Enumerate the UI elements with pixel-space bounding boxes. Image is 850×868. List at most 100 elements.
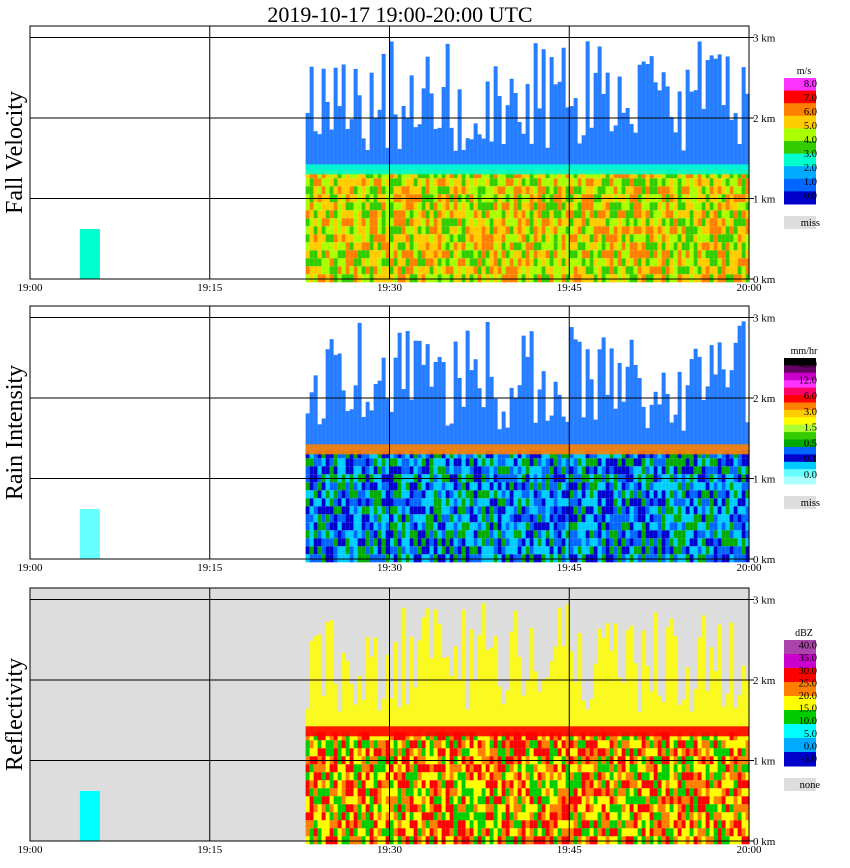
echo-cell <box>553 218 558 227</box>
echo-column-upper <box>345 410 350 451</box>
echo-cell <box>745 466 750 475</box>
echo-column-upper <box>613 408 618 451</box>
echo-cell <box>557 748 562 757</box>
echo-cell <box>441 554 446 563</box>
echo-cell <box>381 820 386 829</box>
echo-cell <box>385 546 390 555</box>
echo-cell <box>613 764 618 773</box>
echo-cell <box>529 274 534 283</box>
echo-cell <box>385 482 390 491</box>
echo-cell <box>665 836 670 845</box>
echo-cell <box>389 482 394 491</box>
echo-cell <box>385 202 390 211</box>
echo-cell <box>485 242 490 251</box>
echo-cell <box>741 490 746 499</box>
echo-cell <box>689 274 694 283</box>
echo-cell <box>597 250 602 259</box>
echo-cell <box>381 498 386 507</box>
echo-cell <box>421 812 426 821</box>
echo-column-upper <box>613 623 618 733</box>
echo-cell <box>541 828 546 837</box>
echo-cell <box>389 538 394 547</box>
echo-cell <box>501 748 506 757</box>
echo-cell <box>737 178 742 187</box>
y-axis-label: Fall Velocity <box>2 91 28 214</box>
echo-cell <box>621 538 626 547</box>
echo-cell <box>373 258 378 267</box>
echo-cell <box>481 186 486 195</box>
echo-cell <box>405 554 410 563</box>
echo-cell <box>557 466 562 475</box>
echo-cell <box>673 202 678 211</box>
echo-cell <box>725 210 730 219</box>
echo-cell <box>621 788 626 797</box>
echo-cell <box>493 266 498 275</box>
echo-cell <box>345 514 350 523</box>
echo-cell <box>433 796 438 805</box>
echo-cell <box>621 820 626 829</box>
echo-cell <box>569 506 574 515</box>
echo-cell <box>349 804 354 813</box>
echo-cell <box>481 772 486 781</box>
echo-cell <box>637 458 642 467</box>
echo-cell <box>677 250 682 259</box>
echo-cell <box>373 482 378 491</box>
echo-cell <box>333 764 338 773</box>
echo-cell <box>581 210 586 219</box>
echo-cell <box>705 482 710 491</box>
echo-cell <box>321 490 326 499</box>
echo-cell <box>593 780 598 789</box>
echo-cell <box>521 764 526 773</box>
echo-cell <box>593 804 598 813</box>
echo-column-upper <box>589 698 594 733</box>
echo-cell <box>409 186 414 195</box>
echo-cell <box>333 820 338 829</box>
echo-cell <box>729 234 734 243</box>
echo-cell <box>453 514 458 523</box>
echo-cell <box>557 530 562 539</box>
echo-cell <box>665 234 670 243</box>
echo-cell <box>377 498 382 507</box>
echo-cell <box>713 780 718 789</box>
echo-cell <box>437 226 442 235</box>
echo-column-upper <box>713 670 718 733</box>
echo-cell <box>529 796 534 805</box>
echo-column-upper <box>645 428 650 451</box>
echo-column-upper <box>557 81 562 171</box>
echo-cell <box>565 740 570 749</box>
echo-cell <box>461 788 466 797</box>
echo-cell <box>429 804 434 813</box>
echo-cell <box>673 490 678 499</box>
echo-cell <box>617 546 622 555</box>
echo-cell <box>593 514 598 523</box>
echo-cell <box>621 546 626 555</box>
echo-cell <box>493 242 498 251</box>
echo-cell <box>485 812 490 821</box>
echo-cell <box>421 258 426 267</box>
echo-cell <box>633 522 638 531</box>
colorbar-missing-label: miss <box>801 218 820 229</box>
echo-cell <box>529 748 534 757</box>
echo-cell <box>705 186 710 195</box>
echo-cell <box>581 812 586 821</box>
echo-cell <box>421 796 426 805</box>
echo-cell <box>533 498 538 507</box>
echo-cell <box>493 226 498 235</box>
echo-cell <box>433 546 438 555</box>
echo-column-upper <box>481 138 486 171</box>
echo-cell <box>509 764 514 773</box>
echo-cell <box>433 226 438 235</box>
echo-cell <box>429 250 434 259</box>
echo-cell <box>677 226 682 235</box>
echo-cell <box>509 218 514 227</box>
echo-cell <box>573 812 578 821</box>
echo-cell <box>525 514 530 523</box>
echo-cell <box>641 836 646 845</box>
echo-cell <box>717 266 722 275</box>
echo-cell <box>421 266 426 275</box>
echo-cell <box>657 554 662 563</box>
echo-cell <box>573 804 578 813</box>
colorbar-swatch <box>784 439 816 448</box>
echo-cell <box>321 202 326 211</box>
echo-cell <box>481 748 486 757</box>
